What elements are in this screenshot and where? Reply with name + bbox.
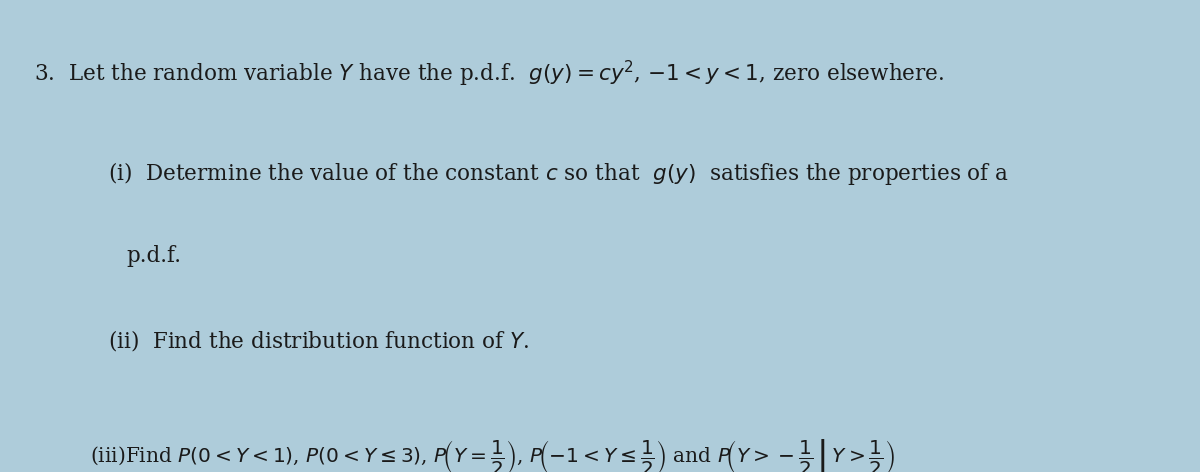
Text: 3.  Let the random variable $Y$ have the p.d.f.  $g(y)=cy^{2}$, $-1<y<1$, zero e: 3. Let the random variable $Y$ have the … bbox=[34, 59, 944, 89]
Text: (i)  Determine the value of the constant $c$ so that  $g(y)$  satisfies the prop: (i) Determine the value of the constant … bbox=[108, 160, 1009, 187]
Text: (ii)  Find the distribution function of $Y$.: (ii) Find the distribution function of $… bbox=[108, 328, 529, 353]
Text: p.d.f.: p.d.f. bbox=[126, 245, 181, 268]
Text: (iii)Find $P(0<Y<1)$, $P(0<Y\leq3)$, $P\!\left(Y=\dfrac{1}{2}\right)$, $P\!\left: (iii)Find $P(0<Y<1)$, $P(0<Y\leq3)$, $P\… bbox=[90, 437, 895, 472]
